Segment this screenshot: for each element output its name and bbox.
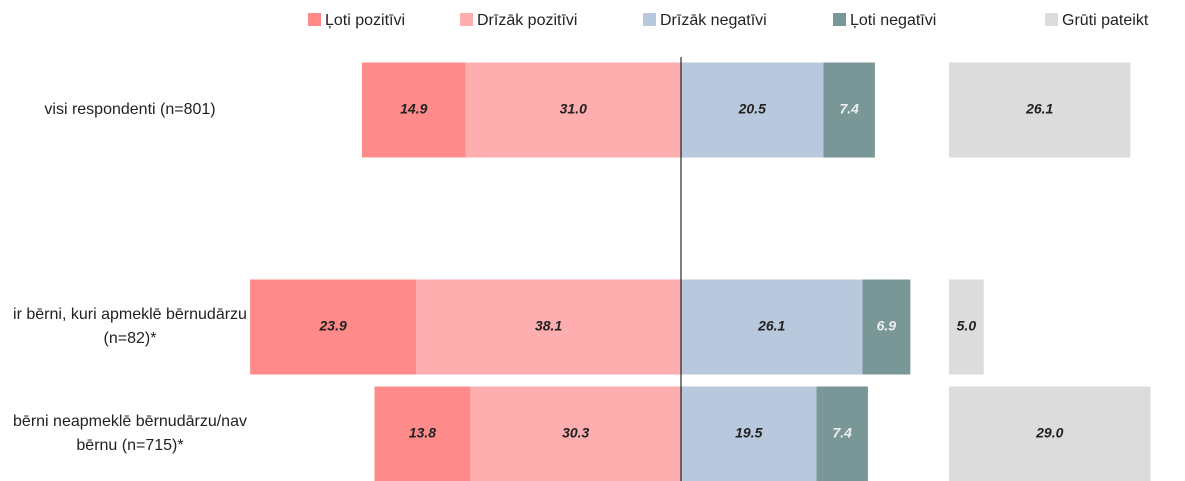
legend-label: Drīzāk negatīvi — [660, 12, 767, 29]
value-label: 31.0 — [560, 101, 587, 117]
bar-segment — [250, 279, 417, 375]
bar-segment — [949, 386, 1151, 481]
value-label: 6.9 — [877, 318, 897, 334]
legend-label: Ļoti negatīvi — [850, 12, 936, 29]
value-label: 26.1 — [1025, 101, 1053, 117]
value-label: 7.4 — [833, 425, 853, 441]
value-label: 26.1 — [757, 318, 785, 334]
bar-segment — [465, 62, 681, 158]
value-label: 38.1 — [535, 318, 562, 334]
value-label: 20.5 — [738, 101, 766, 117]
bar-segment — [681, 386, 817, 481]
bar-segment — [816, 386, 868, 481]
bar-segment — [416, 279, 681, 375]
category-label: visi respondenti (n=801) — [44, 101, 216, 118]
value-label: 29.0 — [1035, 425, 1063, 441]
value-label: 13.8 — [409, 425, 436, 441]
legend-label: Ļoti pozitīvi — [325, 12, 405, 29]
bar-segment — [374, 386, 471, 481]
value-label: 14.9 — [400, 101, 427, 117]
legend-swatch — [833, 13, 846, 26]
bar-segment — [823, 62, 875, 158]
legend-swatch — [643, 13, 656, 26]
value-label: 23.9 — [319, 318, 347, 334]
value-label: 19.5 — [735, 425, 762, 441]
legend-swatch — [460, 13, 473, 26]
value-label: 7.4 — [839, 101, 859, 117]
category-label: ir bērni, kuri apmeklē bērnudārzu (n=82)… — [13, 306, 247, 347]
value-label: 5.0 — [957, 318, 977, 334]
bar-segment — [681, 62, 824, 158]
bar-segment — [862, 279, 911, 375]
bar-segment — [681, 279, 863, 375]
category-label: bērni neapmeklē bērnudārzu/nav bērnu (n=… — [13, 413, 247, 454]
legend-swatch — [1045, 13, 1058, 26]
bar-segment — [361, 62, 466, 158]
bar-segment — [470, 386, 681, 481]
value-label: 30.3 — [562, 425, 589, 441]
legend-label: Drīzāk pozitīvi — [477, 12, 577, 29]
legend-swatch — [308, 13, 321, 26]
bar-segment — [949, 62, 1131, 158]
bar-segment — [949, 279, 984, 375]
legend-label: Grūti pateikt — [1062, 12, 1149, 29]
